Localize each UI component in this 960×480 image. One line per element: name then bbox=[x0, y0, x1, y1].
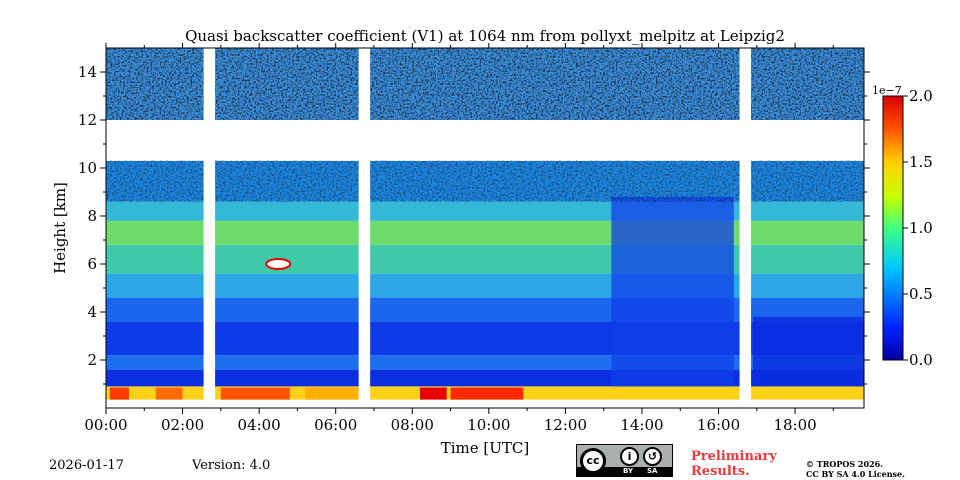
y-tick-label-4: 10 bbox=[78, 159, 97, 177]
x-axis-label: Time [UTC] bbox=[441, 439, 530, 457]
x-tick-label-8: 16:00 bbox=[697, 416, 740, 434]
cc-license-badge: cc i ↺ BY SA bbox=[576, 444, 673, 477]
colorbar-exponent: 1e−7 bbox=[872, 84, 902, 97]
copyright-line-2: CC BY SA 4.0 License. bbox=[806, 469, 905, 479]
y-tick-label-0: 2 bbox=[87, 351, 97, 369]
y-tick-label-3: 8 bbox=[87, 207, 97, 225]
surface-blob-3 bbox=[419, 387, 447, 400]
x-tick-label-0: 00:00 bbox=[84, 416, 127, 434]
surface-blob-5 bbox=[305, 387, 359, 400]
y-axis: 2 4 6 8 10 12 14 bbox=[78, 63, 870, 385]
backscatter-heatmap bbox=[106, 48, 864, 408]
chart-title: Quasi backscatter coefficient (V1) at 10… bbox=[185, 27, 785, 45]
colorbar bbox=[882, 95, 904, 361]
sa-label: SA bbox=[647, 467, 658, 475]
surface-blob-1 bbox=[155, 387, 183, 400]
heat-band-4 bbox=[106, 321, 864, 356]
y-tick-label-2: 6 bbox=[87, 255, 97, 273]
cc-badge-bar bbox=[577, 467, 672, 476]
copyright-notice: © TROPOS 2026. CC BY SA 4.0 License. bbox=[806, 459, 905, 479]
x-tick-label-5: 10:00 bbox=[467, 416, 510, 434]
footer-date: 2026-01-17 bbox=[49, 458, 124, 473]
x-axis: 00:00 02:00 04:00 06:00 08:00 10:00 12:00 14:00… bbox=[84, 43, 834, 434]
x-tick-label-4: 08:00 bbox=[391, 416, 434, 434]
colorbar-tick-label-2: 1.0 bbox=[909, 219, 933, 237]
data-gap-0 bbox=[203, 48, 216, 408]
colorbar-tick-label-0: 0.0 bbox=[909, 351, 933, 369]
x-tick-label-7: 14:00 bbox=[620, 416, 663, 434]
preliminary-line-2: Results. bbox=[691, 464, 750, 479]
cloud-edge-noise bbox=[106, 160, 864, 202]
surface-blob-4 bbox=[450, 387, 524, 400]
cloud-6km bbox=[265, 258, 292, 270]
x-tick-label-6: 12:00 bbox=[544, 416, 587, 434]
colorbar-tick-label-4: 2.0 bbox=[909, 87, 933, 105]
heat-band-0 bbox=[106, 399, 864, 408]
colorbar-ticks: 0.0 0.5 1.0 1.5 2.0 bbox=[903, 87, 933, 369]
data-gap-1 bbox=[358, 48, 371, 408]
x-tick-label-2: 04:00 bbox=[238, 416, 281, 434]
upper-noise bbox=[106, 48, 864, 120]
by-label: BY bbox=[623, 467, 634, 475]
y-tick-label-1: 4 bbox=[87, 303, 97, 321]
x-tick-label-1: 02:00 bbox=[161, 416, 204, 434]
copyright-line-1: © TROPOS 2026. bbox=[806, 459, 883, 469]
x-tick-label-9: 18:00 bbox=[773, 416, 816, 434]
heat-band-7 bbox=[106, 244, 864, 274]
preliminary-results-note: Preliminary Results. bbox=[691, 449, 777, 479]
heat-band-5 bbox=[106, 297, 864, 322]
heat-band-6 bbox=[106, 273, 864, 298]
evening-low-layer bbox=[752, 316, 864, 387]
footer-version: Version: 4.0 bbox=[192, 458, 271, 473]
heat-band-8 bbox=[106, 220, 864, 245]
data-gap-2 bbox=[739, 48, 752, 408]
surface-blob-0 bbox=[109, 387, 129, 400]
surface-blob-2 bbox=[220, 387, 290, 400]
colorbar-tick-label-3: 1.5 bbox=[909, 153, 933, 171]
colorbar-tick-label-1: 0.5 bbox=[909, 285, 933, 303]
cc-icon: cc bbox=[580, 448, 606, 474]
y-tick-label-5: 12 bbox=[78, 111, 97, 129]
preliminary-line-1: Preliminary bbox=[691, 449, 777, 464]
x-tick-label-3: 06:00 bbox=[314, 416, 357, 434]
share-alike-icon: ↺ bbox=[643, 447, 662, 466]
afternoon-clear-region bbox=[611, 196, 734, 387]
by-attribution-icon: i bbox=[620, 447, 639, 466]
y-axis-label: Height [km] bbox=[51, 182, 69, 274]
plot-frame bbox=[105, 47, 865, 409]
y-tick-label-6: 14 bbox=[78, 63, 97, 81]
heat-band-11 bbox=[106, 120, 864, 161]
